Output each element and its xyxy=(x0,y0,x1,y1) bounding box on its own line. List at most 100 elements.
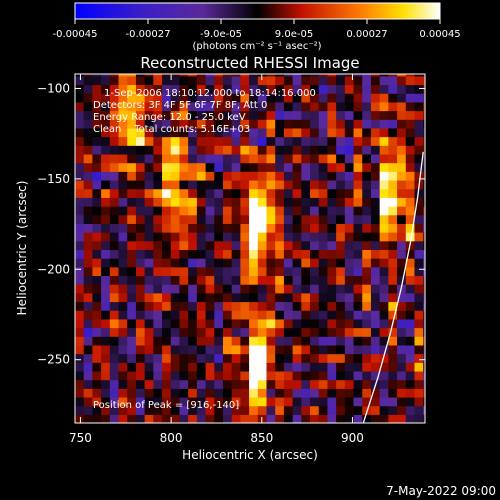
heatmap-pixel xyxy=(179,136,189,146)
heatmap-pixel xyxy=(240,258,250,268)
heatmap-pixel xyxy=(83,179,94,190)
heatmap-pixel xyxy=(153,258,163,268)
heatmap-pixel xyxy=(353,179,363,190)
heatmap-pixel xyxy=(397,362,407,372)
axis-ticks: 750 800 850 900−100−150−200−250 xyxy=(37,74,425,445)
heatmap-pixel xyxy=(370,370,381,381)
heatmap-pixel xyxy=(75,292,85,303)
heatmap-pixel xyxy=(379,396,389,407)
heatmap-pixel xyxy=(162,284,172,294)
heatmap-pixel xyxy=(397,206,407,216)
heatmap-pixel xyxy=(92,362,102,372)
heatmap-pixel xyxy=(135,214,146,224)
heatmap-pixel xyxy=(170,318,181,329)
heatmap-pixel xyxy=(336,101,346,112)
heatmap-pixel xyxy=(292,336,302,346)
heatmap-pixel xyxy=(405,214,416,224)
heatmap-pixel xyxy=(188,379,198,389)
heatmap-pixel xyxy=(336,110,346,120)
heatmap-pixel xyxy=(92,292,102,303)
heatmap-pixel xyxy=(214,275,224,285)
heatmap-pixel xyxy=(92,266,102,277)
heatmap-pixel xyxy=(214,353,224,363)
x-tick-label: 900 xyxy=(341,431,364,445)
heatmap-pixel xyxy=(83,396,94,407)
y-axis-label: Heliocentric Y (arcsec) xyxy=(15,181,29,316)
heatmap-pixel xyxy=(101,197,111,207)
heatmap-pixel xyxy=(266,127,276,138)
heatmap-pixel xyxy=(266,75,276,86)
heatmap-pixel xyxy=(301,336,311,346)
heatmap-pixel xyxy=(266,318,276,329)
heatmap-pixel xyxy=(257,353,268,363)
heatmap-pixel xyxy=(179,240,189,251)
heatmap-pixel xyxy=(83,266,94,277)
heatmap-pixel xyxy=(127,388,137,398)
heatmap-pixel xyxy=(344,74,355,77)
heatmap-pixel xyxy=(196,206,207,216)
heatmap-pixel xyxy=(179,275,189,285)
heatmap-pixel xyxy=(336,353,346,363)
heatmap-pixel xyxy=(301,353,311,363)
heatmap-pixel xyxy=(336,405,346,415)
heatmap-pixel xyxy=(318,327,329,337)
heatmap-pixel xyxy=(153,292,163,303)
heatmap-pixel xyxy=(370,145,381,155)
heatmap-pixel xyxy=(353,153,363,164)
heatmap-pixel xyxy=(327,292,337,303)
heatmap-pixel xyxy=(205,127,215,138)
heatmap-pixel xyxy=(144,379,154,389)
heatmap-pixel xyxy=(118,301,128,311)
heatmap-pixel xyxy=(283,162,294,172)
heatmap-pixel xyxy=(205,362,215,372)
heatmap-pixel xyxy=(414,362,424,372)
heatmap-pixel xyxy=(414,344,424,355)
heatmap-pixel xyxy=(327,344,337,355)
heatmap-pixel xyxy=(318,284,329,294)
heatmap-pixel xyxy=(283,405,294,415)
heatmap-pixel xyxy=(118,145,128,155)
heatmap-pixel xyxy=(170,370,181,381)
heatmap-pixel xyxy=(153,75,163,86)
heatmap-pixel xyxy=(310,223,320,233)
heatmap-pixel xyxy=(127,232,137,242)
heatmap-pixel xyxy=(414,74,424,77)
heatmap-pixel xyxy=(423,301,425,311)
heatmap-pixel xyxy=(310,206,320,216)
heatmap-pixel xyxy=(423,188,425,198)
heatmap-pixel xyxy=(162,127,172,138)
heatmap-pixel xyxy=(101,266,111,277)
heatmap-pixel xyxy=(92,344,102,355)
heatmap-pixel xyxy=(205,232,215,242)
heatmap-pixel xyxy=(188,258,198,268)
heatmap-pixel xyxy=(353,327,363,337)
heatmap-pixel xyxy=(249,266,259,277)
heatmap-pixel xyxy=(397,275,407,285)
heatmap-pixel xyxy=(423,232,425,242)
heatmap-pixel xyxy=(275,301,285,311)
heatmap-pixel xyxy=(292,119,302,129)
heatmap-pixel xyxy=(257,240,268,251)
heatmap-pixel xyxy=(118,214,128,224)
heatmap-pixel xyxy=(310,145,320,155)
heatmap-pixel xyxy=(222,318,233,329)
heatmap-pixel xyxy=(301,136,311,146)
heatmap-pixel xyxy=(397,188,407,198)
heatmap-pixel xyxy=(379,284,389,294)
heatmap-pixel xyxy=(205,93,215,103)
heatmap-pixel xyxy=(423,110,425,120)
heatmap-pixel xyxy=(83,249,94,259)
heatmap-pixel xyxy=(196,240,207,251)
heatmap-pixel xyxy=(162,301,172,311)
heatmap-pixel xyxy=(188,162,198,172)
heatmap-pixel xyxy=(344,327,355,337)
heatmap-pixel xyxy=(75,249,85,259)
heatmap-pixel xyxy=(92,75,102,86)
heatmap-pixel xyxy=(153,214,163,224)
heatmap-pixel xyxy=(170,214,181,224)
heatmap-pixel xyxy=(370,388,381,398)
heatmap-pixel xyxy=(405,370,416,381)
heatmap-pixel xyxy=(118,119,128,129)
heatmap-pixel xyxy=(336,232,346,242)
heatmap-pixel xyxy=(257,370,268,381)
